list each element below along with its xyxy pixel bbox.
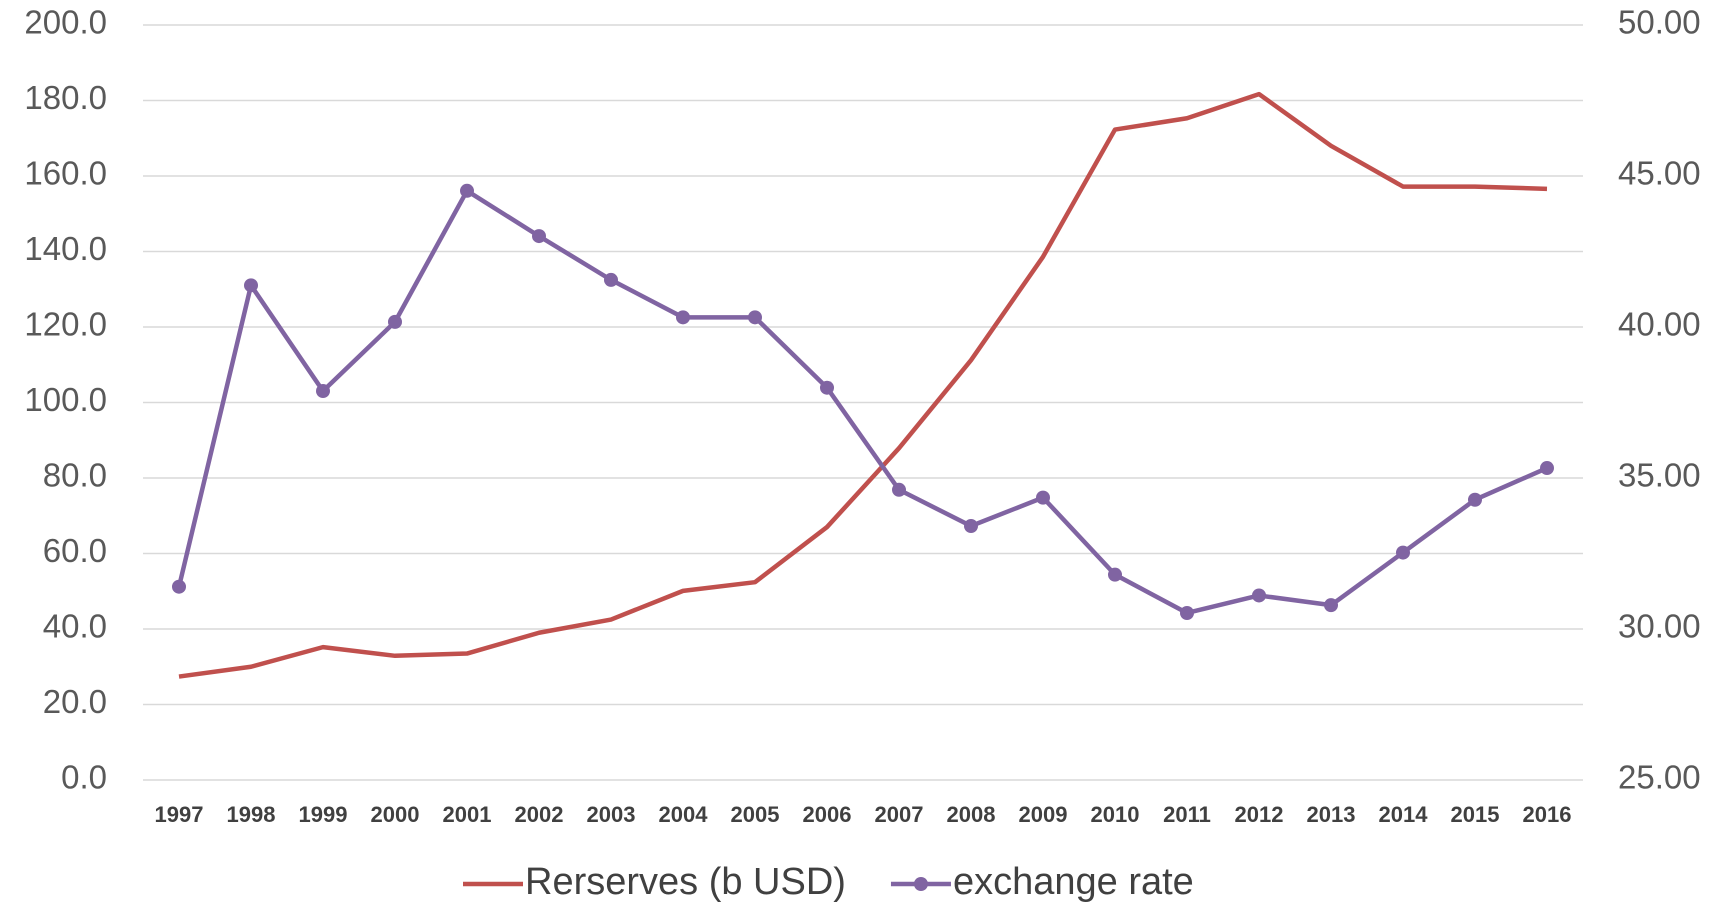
point — [604, 272, 618, 287]
x-tick-label: 2015 — [1451, 802, 1500, 827]
y-tick-label: 200.0 — [24, 4, 107, 41]
y2-tick-label: 40.00 — [1618, 306, 1701, 343]
x-tick-label: 1998 — [227, 802, 276, 827]
x-tick-label: 2013 — [1307, 802, 1356, 827]
y2-tick-label: 35.00 — [1618, 457, 1701, 494]
x-tick-label: 2014 — [1379, 802, 1429, 827]
point — [1468, 492, 1482, 507]
x-tick-label: 2007 — [875, 802, 924, 827]
point — [1396, 545, 1410, 560]
x-tick-label: 2001 — [443, 802, 492, 827]
y-tick-label: 160.0 — [24, 155, 107, 192]
point — [1036, 490, 1050, 505]
x-tick-label: 2009 — [1019, 802, 1068, 827]
x-tick-label: 2003 — [587, 802, 636, 827]
point — [1180, 605, 1194, 620]
y-tick-label: 140.0 — [24, 230, 107, 267]
x-tick-label: 2010 — [1091, 802, 1140, 827]
y-tick-label: 100.0 — [24, 381, 107, 418]
point — [892, 482, 906, 497]
y-tick-label: 40.0 — [43, 608, 107, 645]
point — [1324, 598, 1338, 613]
legend-label: exchange rate — [953, 861, 1194, 903]
point — [964, 519, 978, 534]
x-tick-label: 2002 — [515, 802, 564, 827]
x-tick-label: 2011 — [1163, 802, 1211, 827]
x-tick-label: 2006 — [803, 802, 852, 827]
point — [820, 380, 834, 395]
x-tick-label: 2000 — [371, 802, 420, 827]
point — [172, 579, 186, 594]
point — [388, 314, 402, 329]
x-tick-label: 2004 — [659, 802, 709, 827]
y2-tick-label: 45.00 — [1618, 155, 1701, 192]
series-line — [176, 188, 1548, 616]
x-tick-label: 2016 — [1523, 802, 1572, 827]
x-tick-label: 2008 — [947, 802, 996, 827]
point — [1252, 588, 1266, 603]
point — [460, 183, 474, 198]
y2-tick-label: 25.00 — [1618, 759, 1701, 796]
y-tick-label: 120.0 — [24, 306, 107, 343]
x-tick-label: 1997 — [155, 802, 204, 827]
point — [1540, 461, 1554, 476]
y2-tick-label: 50.00 — [1618, 4, 1701, 41]
point — [748, 310, 762, 325]
y-tick-label: 20.0 — [43, 683, 107, 720]
legend-marker — [913, 877, 928, 891]
y-tick-label: 180.0 — [24, 79, 107, 116]
x-tick-label: 1999 — [299, 802, 348, 827]
legend-label: Rerserves (b USD) — [525, 861, 846, 903]
x-tick-label: 2005 — [731, 802, 780, 827]
y2-tick-label: 30.00 — [1618, 608, 1701, 645]
y-tick-label: 60.0 — [43, 532, 107, 569]
point — [244, 278, 258, 293]
series-line — [178, 91, 1548, 679]
y-tick-label: 0.0 — [61, 759, 107, 796]
point — [532, 229, 546, 244]
point — [316, 384, 330, 399]
point — [1108, 567, 1122, 582]
x-tick-label: 2012 — [1235, 802, 1284, 827]
point — [676, 310, 690, 325]
y-tick-label: 80.0 — [43, 457, 107, 494]
